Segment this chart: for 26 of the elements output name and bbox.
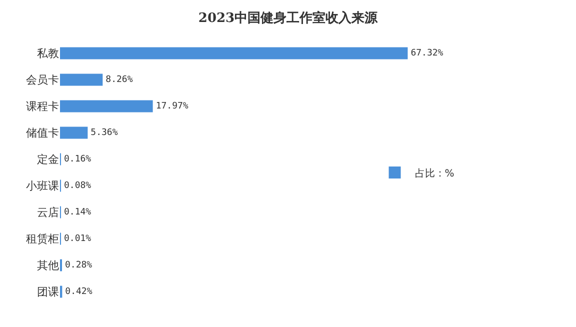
chart-title: 2023中国健身工作室收入来源 [198, 10, 379, 26]
y-tick-label: 课程卡 [26, 100, 59, 114]
data-label: 8.26% [106, 74, 134, 85]
bar [60, 74, 103, 86]
data-label: 0.14% [64, 207, 92, 218]
legend-label: 占比：% [414, 167, 454, 180]
data-label: 0.42% [65, 286, 93, 297]
data-label: 5.36% [90, 128, 118, 138]
y-tick-label: 储值卡 [26, 126, 59, 140]
y-tick-label: 私教 [37, 47, 59, 60]
y-tick-label: 租赁柜 [26, 232, 59, 246]
data-label: 67.32% [410, 48, 444, 58]
y-tick-label: 云店 [37, 206, 59, 220]
y-tick-label: 小班课 [26, 180, 59, 193]
data-label: 17.97% [156, 101, 189, 112]
data-label: 0.08% [64, 180, 92, 191]
data-label: 0.28% [65, 260, 93, 270]
bar [60, 126, 88, 139]
bar [60, 47, 408, 60]
data-label: 0.16% [64, 154, 92, 164]
y-tick-label: 定金 [37, 153, 59, 166]
bar [60, 100, 153, 112]
y-tick-label: 其他 [37, 259, 59, 272]
y-tick-label: 团课 [37, 286, 59, 299]
y-tick-label: 会员卡 [26, 74, 59, 87]
data-label: 0.01% [64, 234, 92, 244]
